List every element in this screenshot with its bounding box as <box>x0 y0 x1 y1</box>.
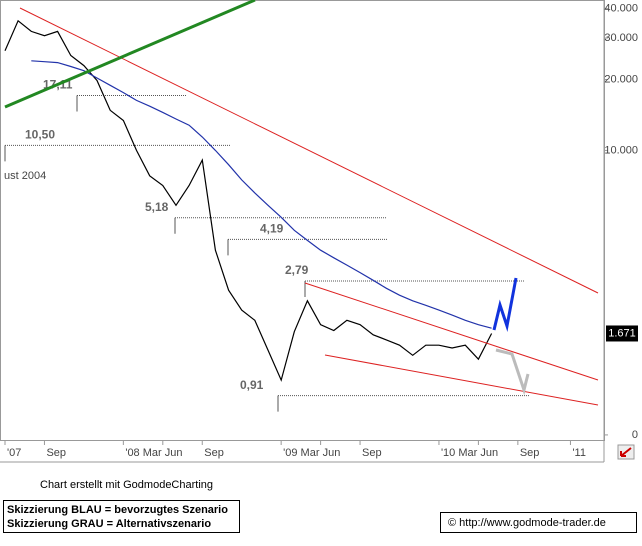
last-price-box <box>606 325 638 342</box>
x-tick-label: '11 <box>572 447 586 459</box>
legend-gray: Skizzierung GRAU = Alternativszenario <box>7 518 211 530</box>
level-label: 2,79 <box>285 263 309 277</box>
url-box <box>440 512 637 533</box>
series-line <box>31 60 492 329</box>
trend-line <box>4 0 256 109</box>
x-tick-label: '09 Mar <box>283 447 320 459</box>
x-tick-label: Sep <box>362 447 382 459</box>
x-tick-label: Sep <box>204 447 224 459</box>
x-tick-label: Sep <box>520 447 540 459</box>
x-tick-label: '07 <box>7 447 21 459</box>
y-tick-label: 0 <box>632 429 638 441</box>
icon-arrow <box>620 447 632 457</box>
x-tick-label: '10 Mar <box>441 447 478 459</box>
x-tick-label: Sep <box>46 447 66 459</box>
y-tick-label: 30.000 <box>604 32 638 44</box>
trend-line <box>304 282 599 381</box>
level-label: 5,18 <box>145 200 169 214</box>
scenario-blue <box>492 277 518 332</box>
url: © http://www.godmode-trader.de <box>448 517 606 529</box>
last-price-label: 1.671 <box>608 327 636 339</box>
y-tick-label: 20.000 <box>604 73 638 85</box>
x-tick-label: Jun <box>323 447 341 459</box>
legend-box <box>3 500 240 533</box>
trend-line <box>19 7 599 294</box>
legend-blue: Skizzierung BLAU = bevorzugtes Szenario <box>7 504 228 516</box>
x-tick-label: '08 Mar <box>125 447 162 459</box>
annotation: ust 2004 <box>4 170 46 182</box>
y-tick-label: 40.000 <box>604 2 638 14</box>
level-label: 4,19 <box>260 222 284 236</box>
x-tick-label: Jun <box>165 447 183 459</box>
level-label: 0,91 <box>240 378 264 392</box>
level-label: 10,50 <box>25 128 55 142</box>
credit: Chart erstellt mit GodmodeCharting <box>40 479 213 491</box>
y-tick-label: 10.000 <box>604 144 638 156</box>
trend-line <box>324 354 599 406</box>
x-tick-label: Jun <box>480 447 498 459</box>
scenario-gray <box>495 348 530 396</box>
series-line <box>4 19 493 382</box>
